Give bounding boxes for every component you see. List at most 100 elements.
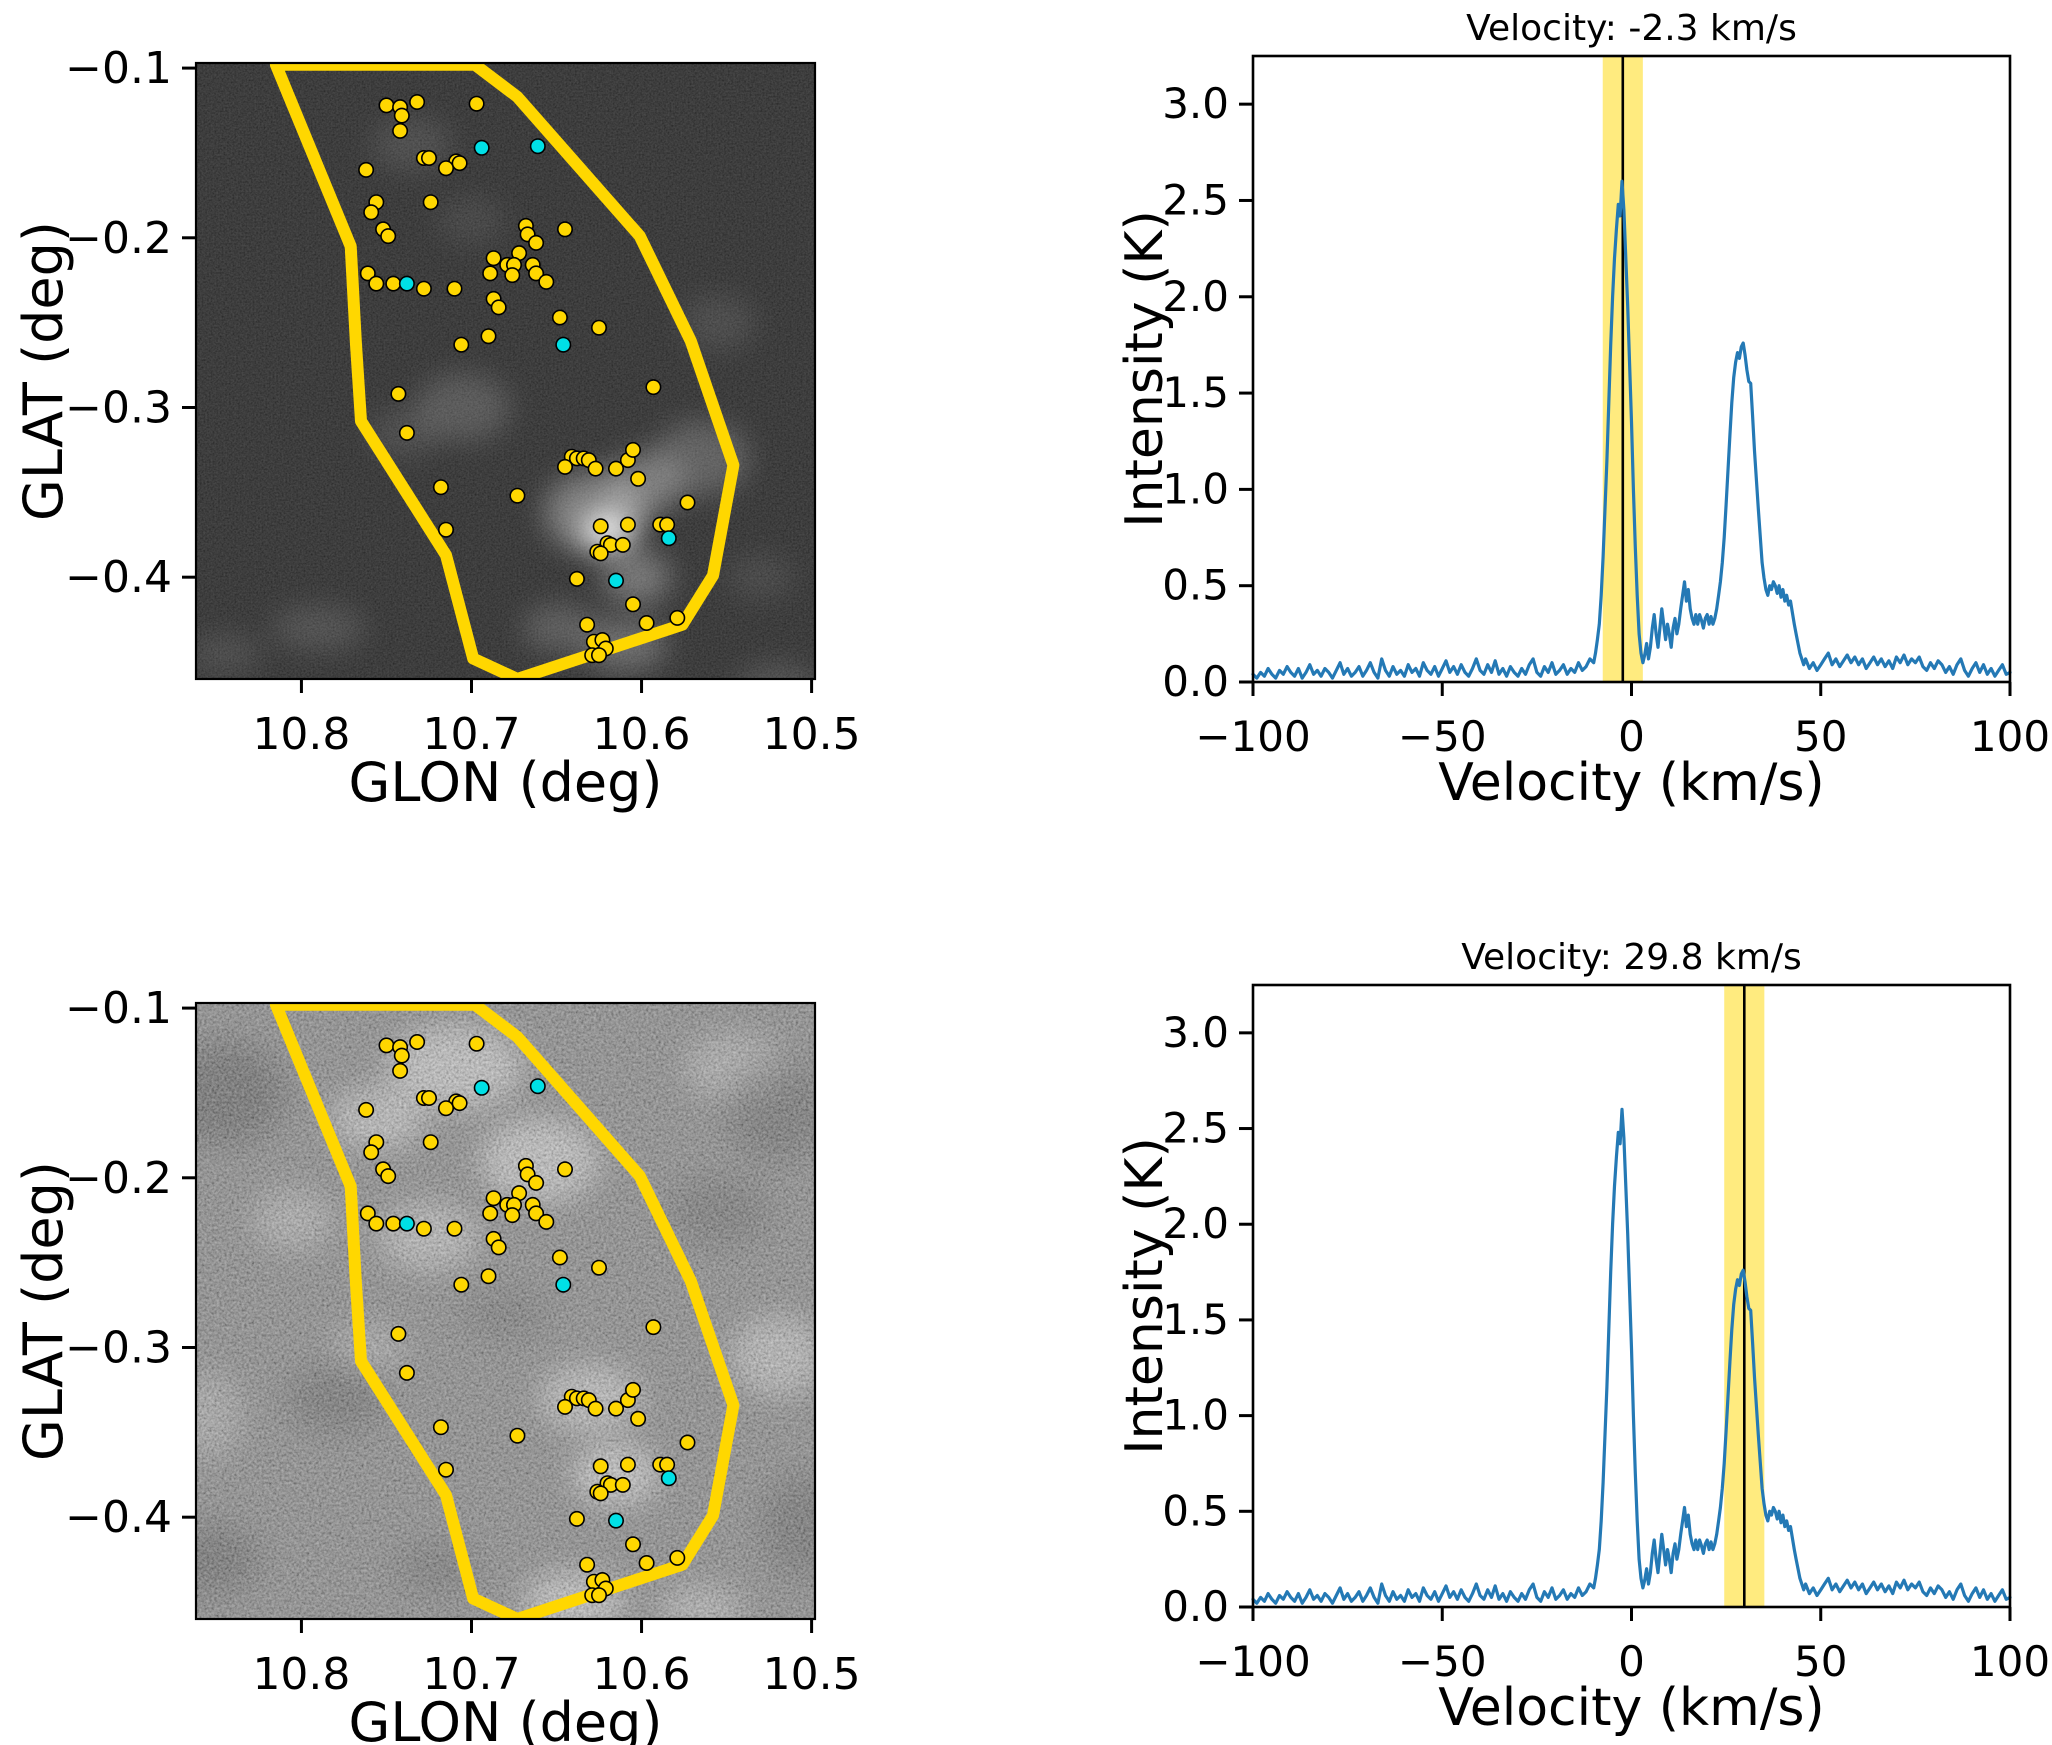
x-tick-label: 10.8: [252, 709, 350, 760]
aperture-polygon: [269, 63, 740, 679]
emission-blob: [602, 550, 671, 605]
map-top-ylabel: GLAT (deg): [12, 221, 75, 521]
source-point-yellow: [420, 150, 437, 167]
spectrum-line: [1251, 179, 2012, 680]
source-point-yellow: [432, 479, 449, 496]
x-tick-label: 10.5: [763, 1649, 861, 1700]
source-point-yellow: [437, 1100, 454, 1117]
source-point-yellow: [556, 1398, 573, 1415]
source-point-yellow: [592, 1458, 609, 1475]
source-point-yellow: [451, 1095, 468, 1112]
source-point-yellow: [607, 460, 624, 477]
map-noise-texture: [196, 63, 815, 679]
source-point-yellow: [679, 1434, 696, 1451]
x-tick-label: 50: [1794, 712, 1847, 761]
source-point-yellow: [556, 458, 573, 475]
source-point-yellow: [380, 228, 397, 245]
source-point-yellow: [568, 1510, 585, 1527]
source-point-yellow: [390, 385, 407, 402]
source-point-yellow: [453, 1276, 470, 1293]
source-point-yellow: [590, 319, 607, 336]
source-point-yellow: [624, 596, 641, 613]
source-point-yellow: [358, 1101, 375, 1118]
x-tick-label: 10.6: [593, 1649, 691, 1700]
source-point-yellow: [437, 1461, 454, 1478]
source-point-yellow: [619, 1456, 636, 1473]
x-tick-label: 10.8: [252, 1649, 350, 1700]
source-point-yellow: [638, 1555, 655, 1572]
spectrum-line: [1251, 1107, 2012, 1605]
y-tick-label: 3.0: [1162, 79, 1229, 128]
source-point-yellow: [556, 1161, 573, 1178]
aperture-polygon: [269, 1003, 740, 1619]
x-tick-label: −50: [1398, 1637, 1487, 1686]
source-point-yellow: [392, 1062, 409, 1079]
source-point-yellow: [451, 155, 468, 172]
source-point-yellow: [592, 545, 609, 562]
y-tick-label: −0.4: [65, 1492, 172, 1543]
x-tick-label: 10.7: [423, 709, 521, 760]
x-tick-label: 50: [1794, 1637, 1847, 1686]
source-point-yellow: [485, 1190, 502, 1207]
y-tick-label: 0.0: [1162, 1582, 1229, 1631]
source-point-yellow: [480, 1268, 497, 1285]
x-tick-label: 10.5: [763, 709, 861, 760]
x-tick-label: −100: [1195, 712, 1310, 761]
spectrum-panel-top: −100 −50 0 50 100 0.0 0.5 1.0 1.5 2.0 2.5 3.0: [1162, 54, 2050, 761]
source-point-yellow: [592, 1485, 609, 1502]
source-point-yellow: [645, 379, 662, 396]
source-point-yellow: [393, 1047, 410, 1064]
source-point-yellow: [504, 1207, 521, 1224]
source-point-yellow: [669, 609, 686, 626]
source-point-yellow: [579, 616, 596, 633]
source-point-yellow: [607, 1400, 624, 1417]
y-tick-label: −0.1: [65, 983, 172, 1034]
source-point-yellow: [378, 97, 395, 114]
source-point-cyan: [607, 1512, 624, 1529]
emission-blob: [726, 555, 795, 600]
source-point-yellow: [509, 487, 526, 504]
emission-blob: [737, 663, 815, 679]
source-point-yellow: [468, 95, 485, 112]
source-point-yellow: [437, 521, 454, 538]
source-point-yellow: [490, 299, 507, 316]
source-point-yellow: [614, 536, 631, 553]
source-point-yellow: [368, 275, 385, 292]
source-point-yellow: [556, 221, 573, 238]
source-point-yellow: [669, 1549, 686, 1566]
source-point-yellow: [409, 1034, 426, 1051]
source-point-yellow: [390, 1325, 407, 1342]
source-point-yellow: [482, 265, 499, 282]
source-point-yellow: [398, 424, 415, 441]
source-point-yellow: [614, 1476, 631, 1493]
x-tick-label: 0: [1618, 712, 1645, 761]
map-panel-bottom: 10.8 10.7 10.6 10.5 −0.1 −0.2 −0.3 −0.4: [65, 983, 860, 1700]
y-tick-label: 2.5: [1162, 1104, 1229, 1153]
y-tick-label: −0.2: [65, 213, 172, 264]
source-point-yellow: [579, 1556, 596, 1573]
y-tick-label: 2.0: [1162, 1199, 1229, 1248]
source-point-cyan: [473, 1079, 490, 1096]
source-point-yellow: [380, 1168, 397, 1185]
source-point-yellow: [432, 1419, 449, 1436]
emission-blob: [437, 197, 506, 245]
y-tick-label: 2.5: [1162, 175, 1229, 224]
source-point-yellow: [422, 1134, 439, 1151]
source-point-yellow: [446, 280, 463, 297]
source-point-yellow: [624, 1536, 641, 1553]
source-point-yellow: [420, 1090, 437, 1107]
source-point-yellow: [659, 1456, 676, 1473]
source-point-yellow: [415, 1220, 432, 1237]
source-point-yellow: [528, 234, 545, 251]
x-tick-label: 0: [1618, 1637, 1645, 1686]
emission-blob: [415, 373, 511, 442]
y-tick-label: 1.0: [1162, 464, 1229, 513]
x-tick-label: 10.6: [593, 709, 691, 760]
source-point-yellow: [378, 1037, 395, 1054]
axes-frame: [194, 1001, 817, 1621]
source-point-yellow: [409, 94, 426, 111]
source-point-cyan: [555, 336, 572, 353]
source-point-cyan: [398, 1215, 415, 1232]
